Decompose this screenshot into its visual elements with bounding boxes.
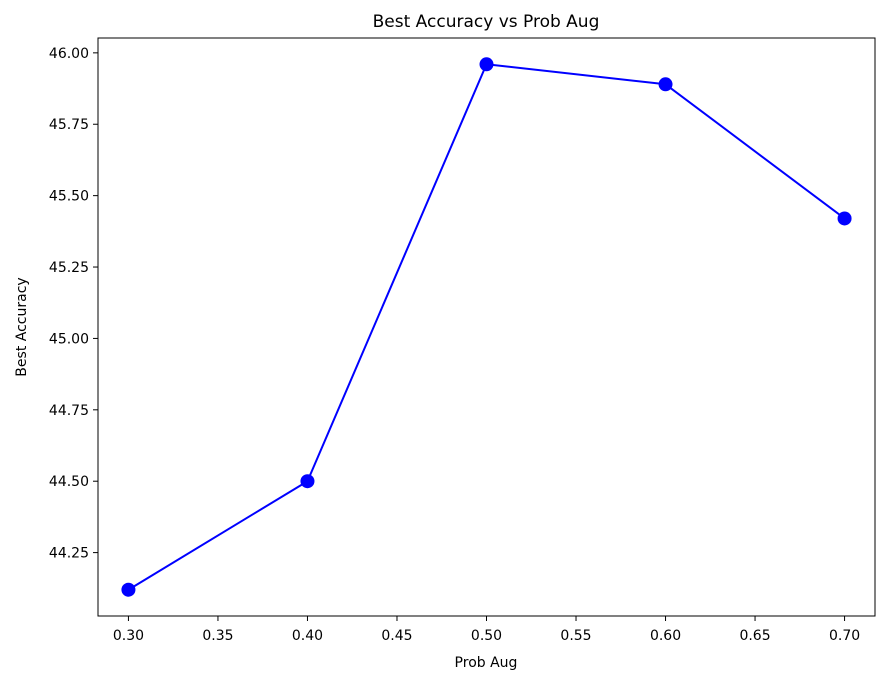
x-tick-label: 0.60 <box>650 628 681 644</box>
x-axis-label: Prob Aug <box>455 655 518 671</box>
x-tick-label: 0.45 <box>381 628 412 644</box>
y-tick-label: 45.00 <box>49 331 89 347</box>
x-tick-label: 0.30 <box>113 628 144 644</box>
data-point <box>300 474 315 489</box>
x-tick-label: 0.40 <box>292 628 323 644</box>
y-tick-label: 46.00 <box>49 46 89 62</box>
y-tick-label: 44.75 <box>49 403 89 419</box>
chart-title: Best Accuracy vs Prob Aug <box>373 12 600 32</box>
y-tick-label: 45.50 <box>49 189 89 205</box>
y-tick-label: 45.75 <box>49 117 89 133</box>
y-tick-label: 45.25 <box>49 260 89 276</box>
y-axis-label: Best Accuracy <box>14 277 30 376</box>
y-tick-label: 44.25 <box>49 546 89 562</box>
y-tick-label: 44.50 <box>49 474 89 490</box>
x-tick-label: 0.55 <box>560 628 591 644</box>
data-point <box>121 582 136 597</box>
data-point <box>837 211 852 226</box>
x-tick-label: 0.50 <box>471 628 502 644</box>
x-axis: 0.30 0.35 0.40 0.45 0.50 0.55 0.60 0.65 0.70 <box>113 616 860 644</box>
x-tick-label: 0.35 <box>202 628 233 644</box>
x-tick-label: 0.65 <box>739 628 770 644</box>
data-point <box>658 77 673 92</box>
y-axis: 44.25 44.50 44.75 45.00 45.25 45.50 45.75 46.00 <box>49 46 98 562</box>
series-layer <box>121 57 852 597</box>
data-point <box>479 57 494 72</box>
x-tick-label: 0.70 <box>829 628 860 644</box>
